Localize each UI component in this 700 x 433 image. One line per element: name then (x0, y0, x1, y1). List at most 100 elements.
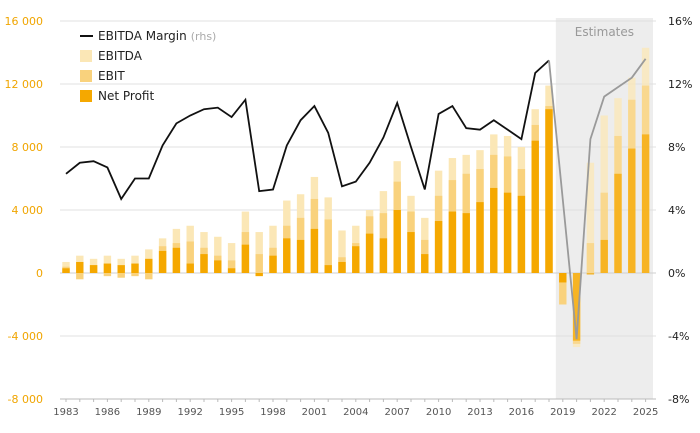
net-profit-bar (269, 255, 277, 273)
y-left-tick-label: 16 000 (5, 15, 44, 28)
y-axis-left: -8 000 -4 000 0 4 000 8 000 12 000 16 000 (5, 15, 44, 406)
x-tick-label: 1998 (260, 407, 285, 418)
x-tick-label: 1986 (95, 407, 120, 418)
x-tick-label: 1983 (53, 407, 78, 418)
bars (62, 47, 650, 348)
net-profit-bar (296, 239, 305, 273)
net-profit-bar (462, 213, 470, 273)
y-right-tick-label: -8% (668, 393, 689, 406)
legend-box-swatch (80, 70, 92, 82)
y-left-tick-label: 12 000 (5, 78, 44, 91)
ebit-bar (324, 219, 332, 273)
net-profit-bar (379, 238, 388, 273)
ebit-bar (117, 273, 125, 278)
ebit-bar (186, 241, 194, 273)
ebit-bar (600, 192, 608, 273)
net-profit-bar (421, 254, 429, 273)
net-profit-bar (214, 260, 222, 273)
net-profit-bar (255, 273, 263, 277)
x-tick-label: 2004 (343, 407, 368, 418)
ebitda-bar (586, 162, 595, 273)
net-profit-bar (476, 202, 484, 273)
margin-line-estimate (548, 58, 647, 340)
y-right-tick-label: 12% (668, 78, 692, 91)
y-right-tick-label: 8% (668, 141, 685, 154)
y-left-tick-label: 4 000 (12, 204, 44, 217)
net-profit-bar (241, 244, 250, 273)
y-right-tick-label: 0% (668, 267, 685, 280)
estimates-label: Estimates (575, 25, 634, 39)
net-profit-bar (338, 261, 346, 273)
y-axis-right: -8% -4% 0% 4% 8% 12% 16% (668, 15, 692, 406)
legend-label: EBITDA (98, 49, 143, 63)
y-left-tick-label: -8 000 (8, 393, 43, 406)
x-tick-label: 2001 (302, 407, 327, 418)
legend-box-swatch (80, 50, 92, 62)
ebit-bar (145, 273, 153, 280)
legend-sub-label: (rhs) (191, 30, 217, 43)
ebitda-bar (214, 236, 222, 273)
net-profit-bar (89, 265, 98, 273)
ebit-bar (103, 273, 112, 277)
net-profit-bar (503, 192, 512, 273)
net-profit-bar (158, 250, 167, 273)
x-tick-label: 2013 (467, 407, 492, 418)
legend: EBITDA Margin (rhs) EBITDA EBIT Net Profit (80, 29, 216, 103)
x-tick-label: 2019 (550, 407, 575, 418)
margin-line (65, 58, 647, 340)
net-profit-bar (434, 221, 443, 273)
margin-line-historic (65, 59, 550, 201)
x-axis: 1983 1986 1989 1992 1995 1998 2001 2004 2007 2010… (53, 398, 658, 418)
net-profit-bar (572, 273, 581, 341)
legend-label: Net Profit (98, 89, 154, 103)
ebit-bar (559, 273, 567, 305)
net-profit-bar (490, 187, 498, 273)
legend-label: EBITDA Margin (rhs) (98, 29, 216, 43)
net-profit-bar (62, 268, 70, 273)
ebitda-bar (255, 232, 263, 273)
net-profit-bar (628, 148, 636, 273)
y-right-tick-label: 4% (668, 204, 685, 217)
x-tick-label: 2007 (384, 407, 409, 418)
net-profit-bar (352, 246, 360, 273)
x-tick-label: 2025 (633, 407, 658, 418)
x-tick-label: 1989 (136, 407, 161, 418)
ebit-bar (227, 260, 236, 273)
ebit-bar (76, 273, 84, 280)
x-tick-label: 1995 (219, 407, 244, 418)
net-profit-bar (145, 258, 153, 273)
net-profit-bar (131, 263, 139, 273)
y-left-tick-label: 0 (36, 267, 43, 280)
x-tick-label: 2016 (509, 407, 534, 418)
net-profit-bar (559, 273, 567, 283)
x-tick-label: 1992 (177, 407, 202, 418)
net-profit-bar (586, 273, 595, 275)
net-profit-bar (517, 195, 526, 273)
net-profit-bar (172, 247, 181, 273)
net-profit-bar (545, 109, 553, 273)
ebitda-bar (338, 230, 346, 273)
legend-label: EBIT (98, 69, 125, 83)
net-profit-bar (448, 211, 457, 273)
net-profit-bar (200, 254, 208, 273)
ebit-bar (255, 254, 263, 273)
net-profit-bar (407, 232, 415, 273)
net-profit-bar (393, 210, 401, 273)
net-profit-bar (600, 239, 608, 273)
net-profit-bar (283, 238, 291, 273)
ebit-bar (131, 273, 139, 277)
net-profit-bar (186, 263, 194, 273)
net-profit-bar (641, 134, 650, 273)
net-profit-bar (310, 228, 319, 273)
y-right-tick-label: -4% (668, 330, 689, 343)
x-tick-label: 2010 (426, 407, 451, 418)
net-profit-bar (614, 173, 622, 273)
y-left-tick-label: 8 000 (12, 141, 44, 154)
net-profit-bar (76, 261, 84, 273)
net-profit-bar (227, 268, 236, 273)
y-left-tick-label: -4 000 (8, 330, 43, 343)
y-right-tick-label: 16% (668, 15, 692, 28)
net-profit-bar (365, 233, 374, 273)
net-profit-bar (324, 265, 332, 273)
